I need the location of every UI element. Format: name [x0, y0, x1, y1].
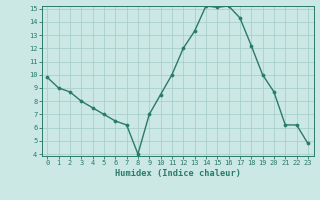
X-axis label: Humidex (Indice chaleur): Humidex (Indice chaleur) [115, 169, 241, 178]
